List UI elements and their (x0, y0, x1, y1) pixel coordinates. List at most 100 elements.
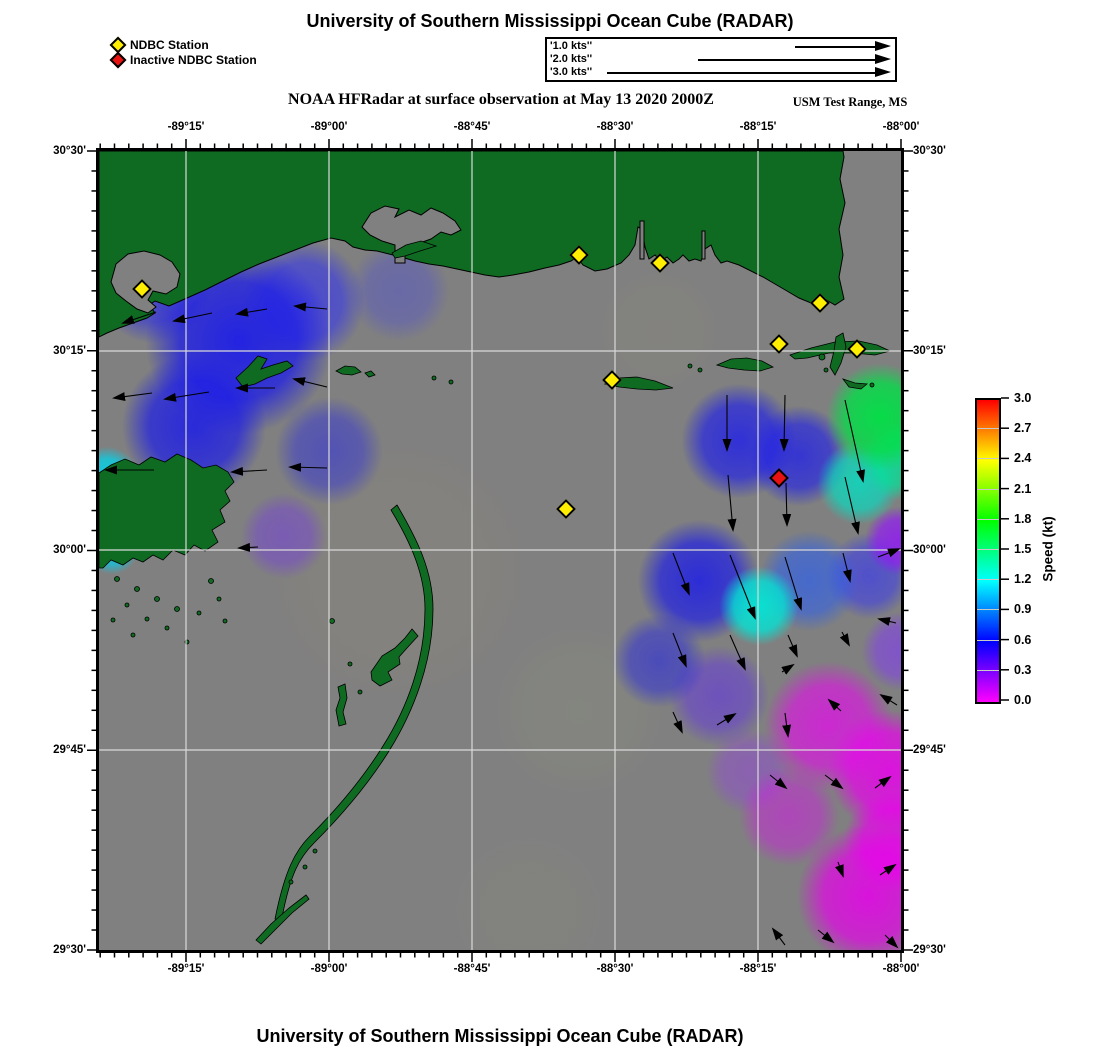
current-vector (230, 466, 268, 476)
scale-arrow-line (795, 46, 875, 48)
current-vector (884, 934, 899, 949)
colorbar-tick-label: 3.0 (1014, 391, 1032, 405)
colorbar-gridline (977, 518, 999, 520)
map-canvas (96, 148, 904, 953)
colorbar-gridline (977, 458, 999, 460)
lat-label-right: 30°00' (913, 544, 946, 556)
current-vector (787, 634, 798, 658)
map-subtitle: NOAA HFRadar at surface observation at M… (288, 91, 714, 108)
colorbar-tick-label: 2.1 (1014, 481, 1032, 496)
pascagoula-channel (639, 220, 645, 260)
lat-label-left: 29°30' (53, 944, 86, 956)
current-vector (112, 392, 153, 402)
current-vector (842, 552, 852, 583)
biloxi-marsh (99, 453, 235, 569)
colorbar-tick-label: 1.8 (1014, 511, 1032, 526)
scale-row: '3.0 kts'' (547, 66, 895, 79)
scale-label: '2.0 kts'' (550, 53, 593, 65)
current-vector (163, 391, 210, 402)
lat-label-left: 30°15' (53, 345, 86, 357)
current-vector (835, 861, 844, 878)
colorbar-gridline (977, 639, 999, 641)
legend-item-ndbc: NDBC Station (109, 36, 209, 54)
lon-label-bottom: -89°00' (310, 963, 348, 975)
current-vector (877, 548, 901, 558)
colorbar-title: Speed (kt) (1040, 516, 1056, 582)
range-label: USM Test Range, MS (792, 95, 908, 109)
petit-bois-island (715, 357, 775, 372)
scale-row: '1.0 kts'' (547, 40, 895, 53)
lon-label-bottom: -88°45' (453, 963, 491, 975)
lat-label-right: 30°30' (913, 145, 946, 157)
colorbar-tick-label: 2.4 (1014, 451, 1032, 466)
speed-colorbar (975, 398, 1001, 704)
current-vector (729, 634, 746, 671)
legend-item-inactive-ndbc: Inactive NDBC Station (109, 51, 257, 69)
colorbar-tick-label: 0.9 (1014, 602, 1032, 617)
current-vector (771, 927, 786, 946)
colorbar-tick-label: 1.5 (1014, 542, 1032, 556)
current-vector (784, 556, 803, 611)
scale-arrowhead-icon (875, 54, 891, 64)
current-vector (839, 631, 850, 647)
colorbar-tick-label: 1.2 (1014, 572, 1032, 587)
current-vector (769, 774, 788, 790)
current-vector (288, 462, 328, 472)
chandeleur-islet-small (335, 683, 348, 727)
horn-island (603, 376, 674, 391)
current-vector (235, 307, 268, 317)
chandeleur-islands (274, 504, 434, 924)
river-channel (701, 230, 706, 260)
lat-label-right: 29°30' (913, 944, 946, 956)
lat-label-right: 29°45' (913, 744, 946, 756)
land-layer (99, 151, 892, 945)
current-vector (716, 712, 737, 726)
current-vectors (104, 302, 901, 949)
current-vector (781, 663, 795, 675)
lon-label-top: -88°15' (739, 121, 777, 133)
vector-scale-box: '1.0 kts'' '2.0 kts'' '3.0 kts'' (545, 37, 897, 82)
current-vector (293, 302, 328, 312)
current-vector (672, 632, 687, 668)
lat-label-right: 30°15' (913, 345, 946, 357)
graticule (99, 151, 901, 950)
current-vector (827, 698, 842, 712)
scale-arrow-line (698, 59, 875, 61)
lon-label-top: -88°30' (596, 121, 634, 133)
footer-title: University of Southern Mississippi Ocean… (256, 1026, 744, 1046)
pelican-bar (841, 378, 869, 390)
lon-label-top: -88°45' (453, 121, 491, 133)
map-vector-layer (99, 151, 901, 950)
lat-label-left: 30°30' (53, 145, 86, 157)
current-vector (292, 377, 328, 388)
colorbar-tick-label: 0.6 (1014, 632, 1032, 647)
colorbar-gridline (977, 669, 999, 671)
current-vector (672, 552, 690, 596)
current-vector (879, 693, 898, 706)
current-vector (817, 929, 835, 944)
lat-label-left: 29°45' (53, 744, 86, 756)
cat-island (235, 355, 294, 388)
ship-island-east (364, 370, 376, 378)
colorbar-tick-label: 0.3 (1014, 662, 1032, 677)
inactive-ndbc-station-icon (109, 51, 127, 69)
current-vector (779, 394, 789, 452)
current-vector (782, 712, 792, 738)
legend-label: Inactive NDBC Station (130, 53, 257, 67)
current-vector (844, 476, 860, 535)
legend-label: NDBC Station (130, 38, 209, 52)
colorbar-gridline (977, 549, 999, 550)
current-vector (121, 311, 157, 324)
current-vector (727, 474, 737, 532)
current-vector (844, 399, 866, 483)
current-vector (729, 554, 756, 620)
lon-label-top: -89°15' (167, 121, 205, 133)
colorbar-gridline (977, 488, 999, 490)
marsh-islets (110, 576, 228, 645)
scale-label: '3.0 kts'' (550, 66, 593, 78)
cedar-point-spit (829, 332, 847, 376)
colorbar-gridline (977, 609, 999, 611)
current-vector (824, 774, 844, 790)
page-title: University of Southern Mississippi Ocean… (306, 11, 794, 31)
